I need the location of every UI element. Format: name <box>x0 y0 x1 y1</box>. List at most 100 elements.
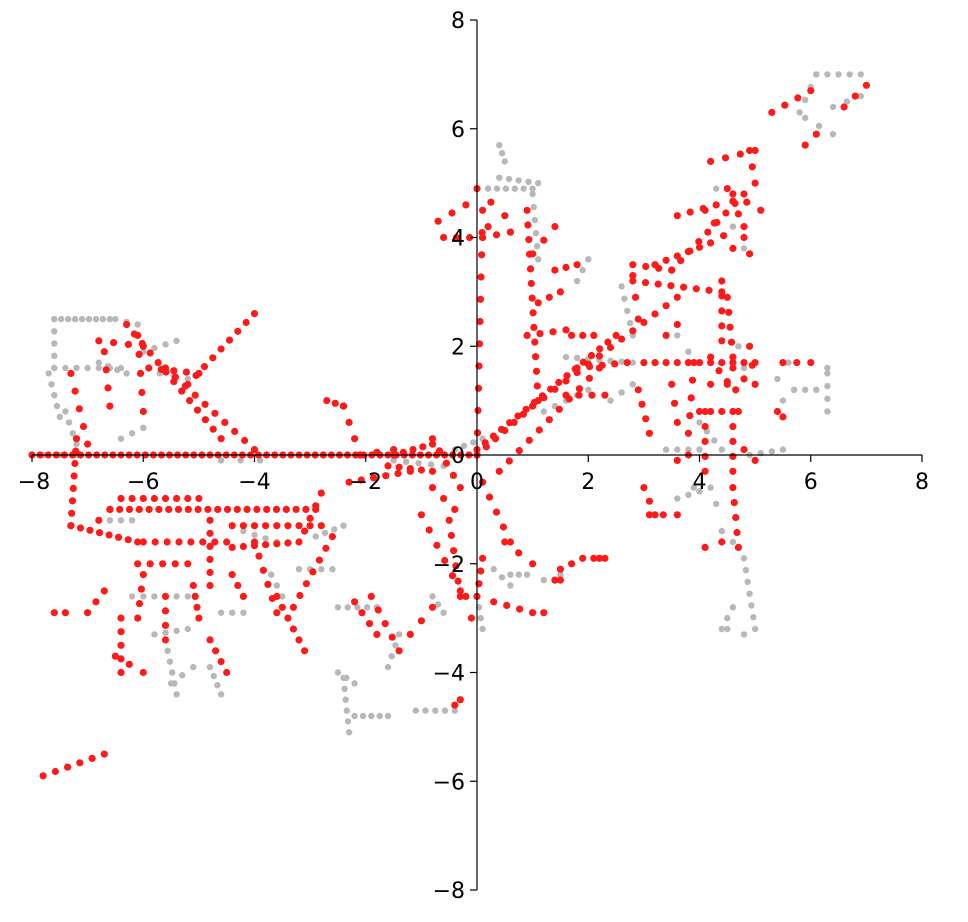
data-point <box>813 71 820 78</box>
data-point <box>112 315 119 323</box>
data-point <box>51 364 58 372</box>
data-point <box>733 528 741 537</box>
data-point <box>84 364 91 372</box>
data-point <box>161 494 170 503</box>
data-point <box>667 282 675 290</box>
data-point <box>484 185 492 192</box>
data-point <box>781 101 789 109</box>
data-point <box>794 94 802 102</box>
data-point <box>575 391 583 399</box>
data-point <box>175 538 183 546</box>
data-point <box>701 407 709 416</box>
x-tick-label: −6 <box>127 470 159 495</box>
data-point <box>51 352 58 359</box>
data-point <box>523 331 531 339</box>
data-point <box>746 146 754 155</box>
data-point <box>134 538 142 546</box>
data-point <box>351 598 359 606</box>
data-point <box>785 359 792 366</box>
data-point <box>61 609 69 617</box>
data-point <box>440 233 448 242</box>
data-point <box>117 614 125 622</box>
data-point <box>573 277 581 285</box>
data-point <box>359 712 367 720</box>
data-point <box>106 315 114 323</box>
data-point <box>284 522 292 530</box>
data-point <box>686 247 694 255</box>
data-point <box>134 321 141 328</box>
data-point <box>161 621 170 630</box>
data-point <box>534 397 542 405</box>
data-point <box>492 508 501 516</box>
data-point <box>729 484 737 492</box>
data-point <box>128 430 136 437</box>
data-point <box>634 315 642 323</box>
data-point <box>146 560 154 568</box>
data-point <box>199 538 207 546</box>
data-point <box>807 359 815 367</box>
data-point <box>114 366 121 373</box>
data-point <box>748 602 755 609</box>
data-point <box>184 375 191 383</box>
data-point <box>736 150 744 158</box>
data-point <box>117 628 125 636</box>
data-point <box>151 538 159 546</box>
data-point <box>95 337 103 345</box>
data-point <box>551 266 559 274</box>
data-point <box>309 568 317 576</box>
scatter-points <box>28 71 871 780</box>
y-tick-label: 4 <box>451 227 465 252</box>
data-point <box>478 251 486 259</box>
data-point <box>718 359 726 367</box>
data-point <box>645 497 654 505</box>
data-point <box>240 527 247 535</box>
data-point <box>334 604 342 611</box>
data-point <box>392 642 399 649</box>
data-point <box>623 359 631 367</box>
data-point <box>448 209 456 217</box>
data-point <box>740 446 748 454</box>
y-tick-label: 6 <box>451 118 465 143</box>
data-point <box>773 407 782 416</box>
data-point <box>556 288 565 296</box>
data-point <box>729 353 737 361</box>
data-point <box>501 158 508 165</box>
data-point <box>549 328 557 336</box>
data-point <box>187 538 195 546</box>
data-point <box>447 531 455 540</box>
data-point <box>718 527 725 535</box>
data-point <box>139 407 147 416</box>
data-point <box>540 609 548 617</box>
data-point <box>171 560 179 568</box>
data-point <box>525 236 533 244</box>
data-point <box>746 250 754 258</box>
data-point <box>454 577 462 585</box>
data-point <box>100 348 108 356</box>
data-point <box>328 533 336 541</box>
data-point <box>475 340 484 348</box>
data-point <box>695 243 704 251</box>
data-point <box>695 407 704 416</box>
data-point <box>705 286 713 294</box>
data-point <box>497 425 506 433</box>
data-point <box>184 505 192 513</box>
data-point <box>233 505 241 513</box>
data-point <box>406 630 414 639</box>
data-point <box>115 533 123 541</box>
data-point <box>234 327 242 335</box>
data-point <box>493 185 501 192</box>
data-point <box>365 620 374 628</box>
data-point <box>322 544 330 552</box>
data-point <box>217 609 225 616</box>
data-point <box>680 283 688 291</box>
data-point <box>515 177 522 184</box>
data-point <box>125 505 134 513</box>
data-point <box>186 397 194 405</box>
data-point <box>607 397 614 404</box>
data-point <box>70 472 78 480</box>
data-point <box>684 429 693 437</box>
data-point <box>433 541 441 549</box>
data-point <box>726 323 734 331</box>
data-point <box>729 604 737 611</box>
